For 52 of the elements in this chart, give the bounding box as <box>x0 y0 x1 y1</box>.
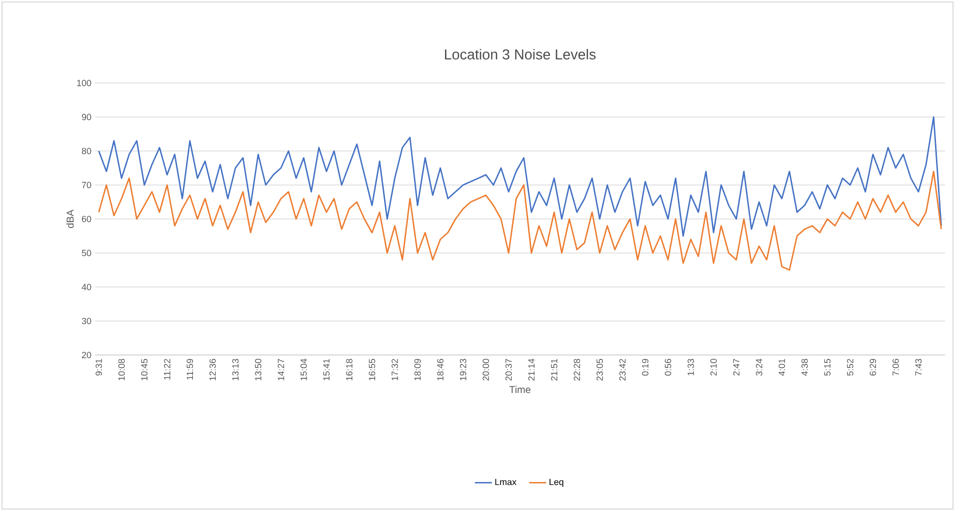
x-tick-label: 23:05 <box>596 358 603 381</box>
x-tick-label: 20:37 <box>505 358 512 381</box>
x-tick-label: 10:45 <box>141 358 148 380</box>
x-tick-label: 15:04 <box>300 358 307 380</box>
x-tick-label: 2:10 <box>710 358 717 376</box>
y-tick-label: 90 <box>82 114 92 120</box>
x-tick-label: 17:32 <box>392 358 398 380</box>
x-tick-label: 9:31 <box>96 358 102 376</box>
y-tick-label: 20 <box>82 352 92 358</box>
x-tick-label: 4:38 <box>801 358 808 376</box>
x-axis-title: Time <box>509 386 530 394</box>
x-tick-label: 13:50 <box>254 358 262 380</box>
x-tick-label: 3:24 <box>756 358 762 376</box>
y-axis-title: dBA <box>66 210 74 228</box>
x-tick-label: 6:29 <box>870 358 876 376</box>
x-tick-label: 7:43 <box>915 358 922 376</box>
x-tick-label: 21:14 <box>528 358 535 381</box>
chart-title: Location 3 Noise Levels <box>445 48 596 60</box>
y-tick-label: 40 <box>82 284 92 290</box>
x-tick-label: 11:22 <box>164 358 170 380</box>
legend-label: Leq <box>550 478 564 487</box>
x-tick-label: 2:47 <box>733 358 740 376</box>
y-tick-label: 30 <box>82 318 92 324</box>
y-tick-label: 60 <box>82 216 92 222</box>
x-tick-label: 15:41 <box>323 358 330 380</box>
x-tick-label: 12:36 <box>209 358 216 380</box>
x-tick-label: 7:06 <box>892 358 899 376</box>
x-tick-label: 1:33 <box>688 358 694 376</box>
y-tick-label: 100 <box>77 80 92 86</box>
x-tick-label: 5:52 <box>846 358 854 376</box>
y-tick-label: 80 <box>82 148 92 154</box>
x-tick-label: 14:27 <box>278 358 284 380</box>
x-tick-label: 5:15 <box>824 358 831 376</box>
legend-label: Lmax <box>495 478 516 486</box>
x-tick-label: 11:59 <box>186 358 194 380</box>
x-tick-label: 16:18 <box>346 358 352 380</box>
x-tick-label: 20:00 <box>482 358 490 381</box>
x-tick-label: 18:09 <box>414 358 421 380</box>
x-tick-label: 22:28 <box>574 358 580 381</box>
x-tick-label: 16:55 <box>368 358 376 380</box>
y-tick-label: 70 <box>82 182 92 188</box>
x-tick-label: 21:51 <box>550 358 558 381</box>
x-tick-label: 0:19 <box>642 358 648 376</box>
x-tick-label: 19:23 <box>460 358 466 380</box>
x-tick-label: 18:46 <box>437 358 444 380</box>
x-tick-label: 23:42 <box>619 358 626 381</box>
x-tick-label: 0:56 <box>664 358 672 376</box>
y-tick-label: 50 <box>82 250 92 256</box>
x-tick-label: 4:01 <box>778 358 786 376</box>
x-tick-label: 13:13 <box>232 358 239 380</box>
x-tick-label: 10:08 <box>118 358 125 380</box>
line-series <box>98 170 942 271</box>
